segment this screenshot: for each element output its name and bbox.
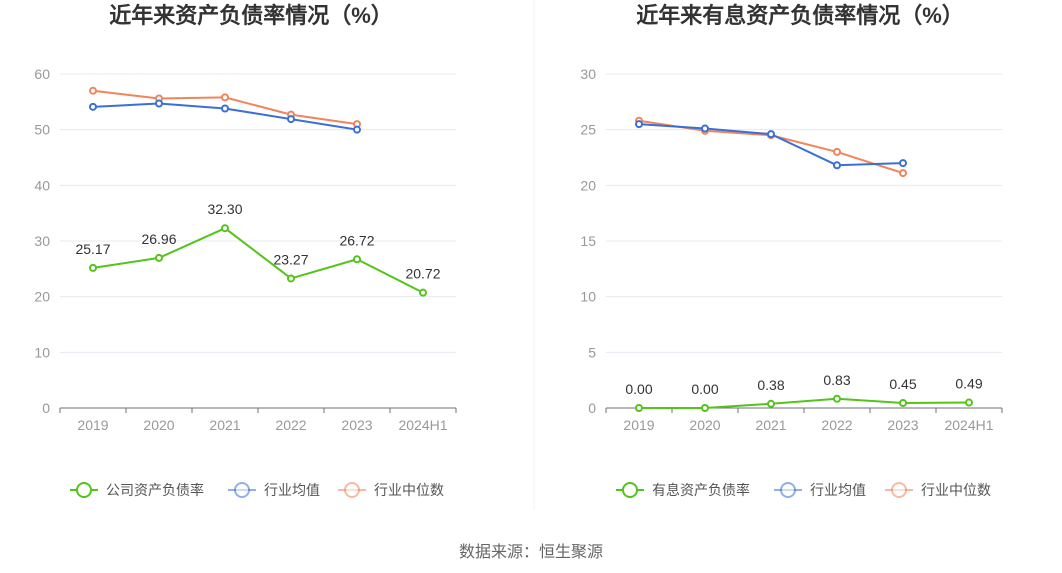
x-tick-label: 2020 bbox=[143, 417, 174, 433]
x-tick-label: 2023 bbox=[887, 417, 918, 433]
legend-label: 公司资产负债率 bbox=[106, 482, 204, 498]
data-label: 32.30 bbox=[207, 201, 242, 217]
x-tick-label: 2020 bbox=[689, 417, 720, 433]
data-point bbox=[155, 253, 163, 262]
legend-marker-icon bbox=[344, 482, 360, 498]
x-tick-label: 2021 bbox=[209, 417, 240, 433]
y-tick-label: 0 bbox=[42, 400, 50, 416]
legend-marker-icon bbox=[780, 482, 796, 498]
data-point bbox=[221, 93, 229, 102]
y-tick-label: 20 bbox=[580, 177, 596, 193]
y-tick-label: 15 bbox=[580, 233, 596, 249]
y-tick-label: 50 bbox=[34, 122, 50, 138]
y-tick-label: 25 bbox=[580, 122, 596, 138]
data-point bbox=[899, 159, 907, 168]
data-label: 0.38 bbox=[757, 377, 784, 393]
y-tick-label: 20 bbox=[34, 289, 50, 305]
legend-company[interactable]: 公司资产负债率 bbox=[70, 482, 204, 498]
y-tick-label: 30 bbox=[580, 66, 596, 82]
y-tick-label: 10 bbox=[34, 344, 50, 360]
data-point bbox=[353, 125, 361, 134]
legend-label: 行业中位数 bbox=[374, 482, 444, 498]
legend-marker-icon bbox=[234, 482, 250, 498]
data-point bbox=[965, 398, 973, 407]
industry-avg-series bbox=[635, 120, 907, 170]
legend-label: 有息资产负债率 bbox=[652, 482, 750, 498]
legend-industry-median[interactable]: 行业中位数 bbox=[885, 482, 991, 498]
y-tick-label: 5 bbox=[588, 344, 596, 360]
legend-industry-avg[interactable]: 行业均值 bbox=[228, 482, 320, 498]
data-point bbox=[635, 404, 643, 412]
data-point bbox=[767, 130, 775, 139]
x-tick-label: 2024H1 bbox=[944, 417, 993, 433]
data-point bbox=[89, 263, 97, 272]
data-point bbox=[767, 399, 775, 408]
data-point bbox=[221, 104, 229, 113]
legend-company[interactable]: 有息资产负债率 bbox=[616, 482, 750, 498]
data-point bbox=[419, 288, 427, 297]
data-label: 20.72 bbox=[405, 266, 440, 282]
y-tick-label: 60 bbox=[34, 66, 50, 82]
data-point bbox=[635, 120, 643, 129]
company-series: 0.00 0.00 0.38 0.83 0.45 0.49 bbox=[625, 372, 983, 412]
legend-industry-median[interactable]: 行业中位数 bbox=[338, 482, 444, 498]
data-point bbox=[221, 224, 229, 233]
y-tick-label: 10 bbox=[580, 289, 596, 305]
industry-avg-series bbox=[89, 99, 361, 134]
data-point bbox=[833, 394, 841, 403]
legend-marker-icon bbox=[622, 482, 638, 498]
data-point bbox=[833, 147, 841, 156]
x-tick-label: 2019 bbox=[77, 417, 108, 433]
x-tick-label: 2023 bbox=[341, 417, 372, 433]
data-point bbox=[833, 161, 841, 170]
company-series-line bbox=[639, 397, 970, 409]
legend-label: 行业中位数 bbox=[921, 482, 991, 498]
data-point bbox=[155, 99, 163, 108]
x-tick-label: 2019 bbox=[623, 417, 654, 433]
company-series-line bbox=[92, 227, 424, 294]
legend-label: 行业均值 bbox=[264, 482, 320, 498]
data-point bbox=[701, 404, 709, 412]
x-tick-label: 2021 bbox=[755, 417, 786, 433]
data-label: 0.00 bbox=[691, 381, 718, 397]
y-tick-label: 40 bbox=[34, 177, 50, 193]
chart-title: 近年来资产负债率情况（%） bbox=[109, 3, 393, 28]
y-tick-label: 0 bbox=[588, 400, 596, 416]
legend-industry-avg[interactable]: 行业均值 bbox=[774, 482, 866, 498]
x-tick-label: 2022 bbox=[821, 417, 852, 433]
chart-title: 近年来有息资产负债率情况（%） bbox=[636, 3, 964, 28]
data-label: 26.72 bbox=[339, 232, 374, 248]
company-series: 25.17 26.96 32.30 23.27 26.72 20.72 bbox=[75, 201, 441, 297]
data-point bbox=[287, 274, 295, 283]
data-point bbox=[287, 115, 295, 124]
data-label: 0.83 bbox=[823, 372, 850, 388]
debt-ratio-chart: 近年来资产负债率情况（%） 0 10 20 30 40 50 60 2019 2020 2021 20… bbox=[34, 3, 457, 498]
data-point bbox=[701, 124, 709, 133]
data-label: 0.00 bbox=[625, 381, 652, 397]
data-point bbox=[89, 86, 97, 95]
data-point bbox=[899, 398, 907, 407]
data-label: 0.45 bbox=[889, 376, 916, 392]
data-label: 26.96 bbox=[141, 231, 176, 247]
data-point bbox=[353, 255, 361, 264]
data-label: 0.49 bbox=[955, 376, 982, 392]
interest-bearing-debt-ratio-chart: 近年来有息资产负债率情况（%） 0 5 10 15 20 25 30 2019 2020 2021 2… bbox=[580, 3, 1003, 498]
legend-marker-icon bbox=[891, 482, 907, 498]
y-tick-label: 30 bbox=[34, 233, 50, 249]
data-point bbox=[899, 169, 907, 178]
data-point bbox=[89, 102, 97, 111]
legend-label: 行业均值 bbox=[810, 482, 866, 498]
data-label: 23.27 bbox=[273, 251, 308, 267]
data-source-note: 数据来源：恒生聚源 bbox=[458, 544, 603, 561]
legend-marker-icon bbox=[76, 482, 92, 498]
data-label: 25.17 bbox=[75, 241, 110, 257]
x-tick-label: 2024H1 bbox=[398, 417, 447, 433]
x-tick-label: 2022 bbox=[275, 417, 306, 433]
